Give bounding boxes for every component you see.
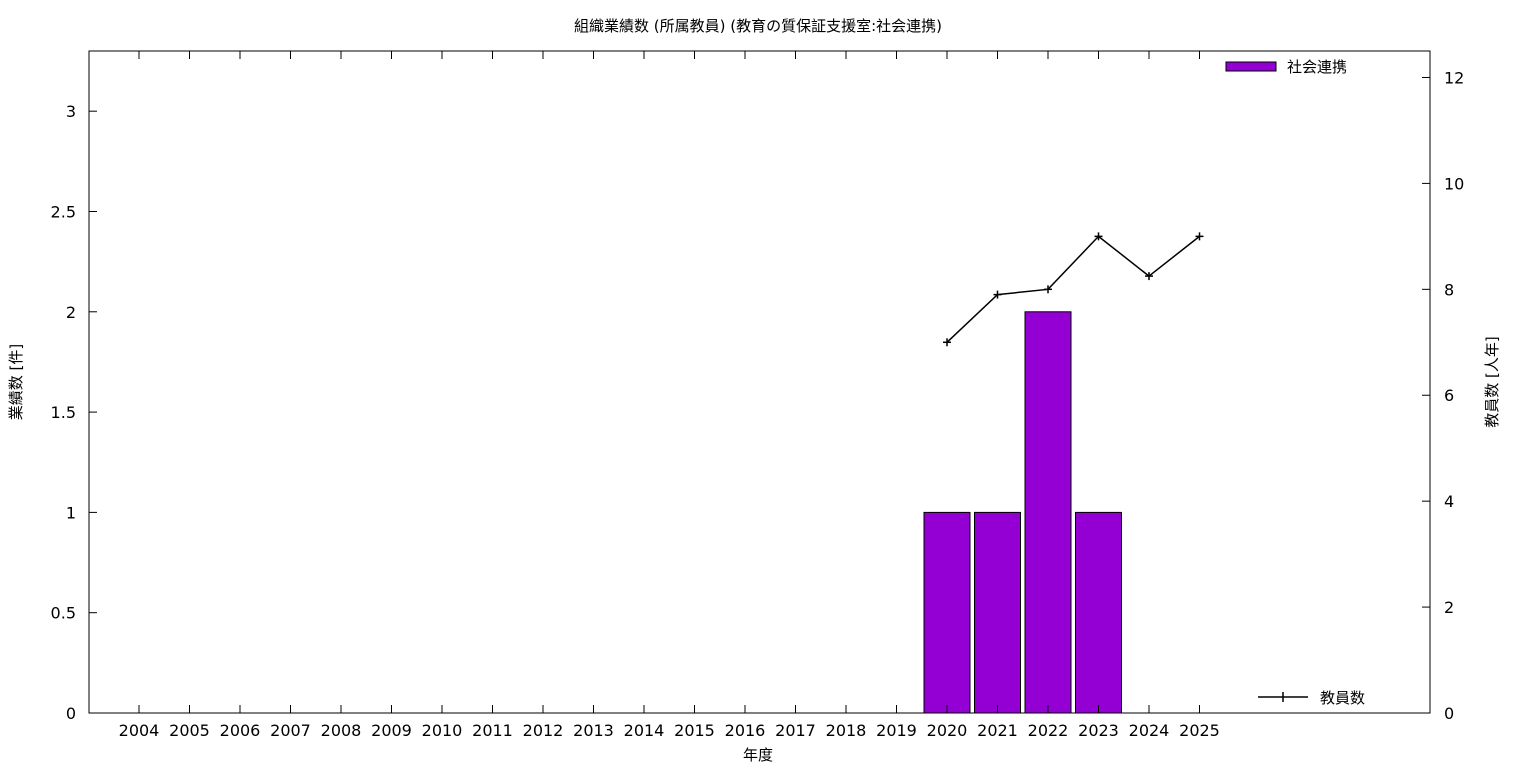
y-tick-label: 2: [66, 303, 76, 322]
point-2023: [1094, 232, 1103, 241]
x-tick-label: 2005: [169, 721, 210, 740]
x-axis-label: 年度: [743, 746, 773, 764]
x-tick-label: 2004: [119, 721, 160, 740]
series-line: [946, 235, 1200, 343]
point-2024: [1145, 272, 1153, 281]
x-tick-label: 2017: [775, 721, 816, 740]
x-tick-label: 2006: [220, 721, 261, 740]
axes-layer: 0 0.5 1 1.5 2 2.5 3 0 2 4 6 8 10 12 2004 2005 2006 2007 20…: [51, 51, 1464, 740]
x-tick-label: 2009: [371, 721, 412, 740]
bar-layer: [923, 311, 1122, 714]
y-tick-label: 1: [66, 503, 76, 522]
y-tick-label: 2.5: [51, 202, 76, 221]
x-tick-label: 2019: [876, 721, 917, 740]
x-tick-label: 2012: [523, 721, 564, 740]
x-tick-label: 2008: [321, 721, 362, 740]
point-2025: [1195, 232, 1204, 241]
y-axis-label: 業績数 [件]: [7, 344, 25, 420]
line-layer: [943, 232, 1204, 347]
plot-frame: [88, 50, 1431, 714]
y2-tick-label: 6: [1444, 386, 1454, 405]
x-tick-label: 2018: [826, 721, 867, 740]
bar-2023: [1075, 511, 1122, 714]
x-tick-label: 2021: [977, 721, 1018, 740]
legend-line-label: 教員数: [1320, 689, 1365, 707]
y2-tick-label: 4: [1444, 492, 1454, 511]
x-tick-label: 2011: [472, 721, 513, 740]
chart-title: 組織業績数 (所属教員) (教育の質保証支援室:社会連携): [574, 17, 942, 35]
y2-axis-label: 教員数 [人年]: [1483, 336, 1501, 427]
y2-tick-label: 0: [1444, 704, 1454, 723]
legend-bar-label: 社会連携: [1287, 58, 1347, 76]
x-tick-label: 2022: [1028, 721, 1069, 740]
y2-tick-label: 12: [1444, 68, 1464, 87]
legend-bar-swatch: [1225, 61, 1277, 72]
x-tick-label: 2025: [1179, 721, 1220, 740]
x-tick-label: 2007: [270, 721, 311, 740]
y2-tick-label: 8: [1444, 280, 1454, 299]
y-tick-label: 0: [66, 704, 76, 723]
legend-line: 教員数: [1258, 689, 1365, 707]
x-tick-label: 2016: [725, 721, 766, 740]
x-tick-label: 2015: [674, 721, 715, 740]
y2-tick-label: 2: [1444, 598, 1454, 617]
x-tick-label: 2023: [1078, 721, 1119, 740]
x-tick-label: 2014: [624, 721, 665, 740]
y-tick-label: 1.5: [51, 403, 76, 422]
point-2022: [1044, 285, 1052, 294]
legend-bar: 社会連携: [1225, 58, 1347, 76]
bar-2021: [974, 511, 1021, 714]
point-2021: [993, 290, 1002, 299]
y-tick-label: 3: [66, 102, 76, 121]
bar-2022: [1024, 311, 1072, 714]
x-tick-label: 2010: [422, 721, 463, 740]
x-tick-label: 2020: [927, 721, 968, 740]
x-tick-label: 2013: [573, 721, 614, 740]
x-tick-label: 2024: [1129, 721, 1170, 740]
y-tick-label: 0.5: [51, 604, 76, 623]
point-2020: [943, 338, 951, 347]
y2-tick-label: 10: [1444, 174, 1464, 193]
bar-2020: [923, 511, 971, 714]
